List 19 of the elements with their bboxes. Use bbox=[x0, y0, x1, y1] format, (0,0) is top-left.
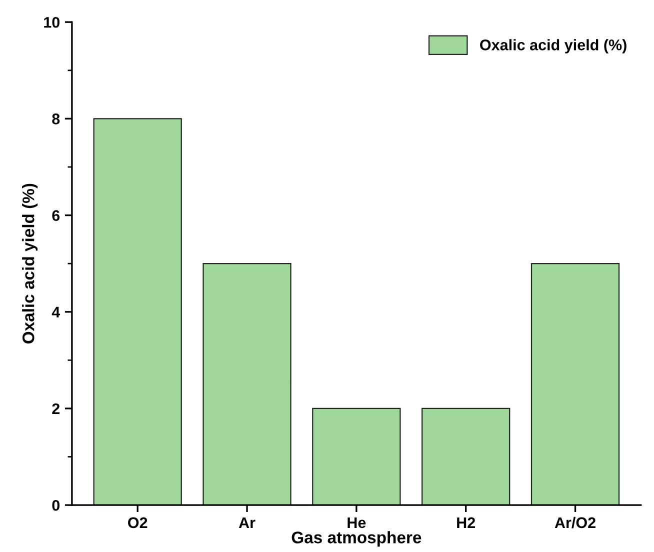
x-axis-title: Gas atmosphere bbox=[292, 531, 422, 547]
y-tick-label: 10 bbox=[44, 16, 60, 28]
bar bbox=[312, 408, 401, 506]
y-axis-title: Oxalic acid yield (%) bbox=[22, 184, 38, 344]
y-tick-label: 8 bbox=[52, 114, 60, 124]
x-tick-label: Ar/O2 bbox=[554, 516, 596, 528]
y-tick-label: 2 bbox=[52, 403, 60, 414]
y-tick-label: 6 bbox=[52, 210, 60, 221]
y-tick-label: 0 bbox=[52, 500, 60, 511]
bar bbox=[93, 118, 182, 506]
x-tick-label: O2 bbox=[128, 517, 148, 528]
x-tick-label: He bbox=[348, 517, 366, 528]
y-tick-label: 4 bbox=[52, 306, 60, 318]
x-tick-label: H2 bbox=[457, 517, 475, 528]
x-tick-label: Ar bbox=[238, 517, 256, 528]
legend-label: Oxalic acid yield (%) bbox=[480, 39, 626, 54]
bar bbox=[202, 263, 292, 506]
bar bbox=[422, 408, 510, 506]
bar bbox=[530, 263, 620, 506]
